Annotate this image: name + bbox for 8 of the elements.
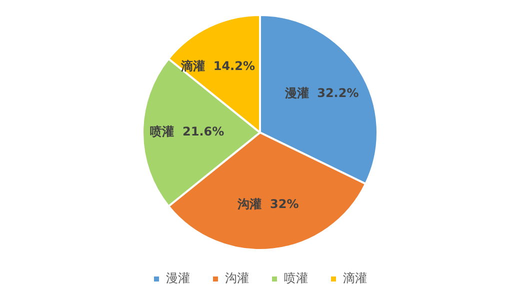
legend-label: 漫灌 bbox=[166, 271, 190, 286]
category-label: 滴灌 14.2% bbox=[181, 58, 256, 73]
category-label: 喷灌 21.6% bbox=[150, 124, 224, 139]
legend-label: 沟灌 bbox=[225, 271, 249, 286]
legend-label: 滴灌 bbox=[343, 271, 367, 286]
legend-label: 喷灌 bbox=[284, 271, 308, 286]
category-label: 沟灌 32% bbox=[238, 197, 299, 212]
category-label: 漫灌 32.2% bbox=[284, 86, 359, 100]
